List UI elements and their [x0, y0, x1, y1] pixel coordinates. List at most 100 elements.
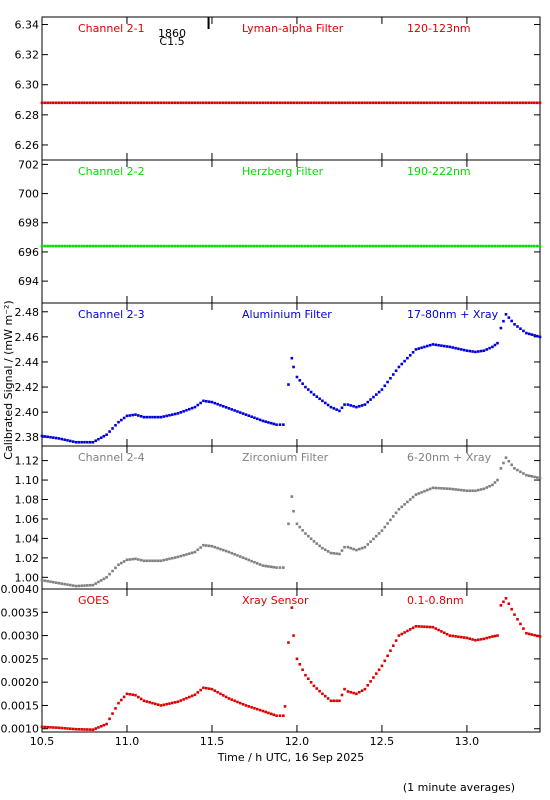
data-point	[216, 690, 219, 694]
data-point	[351, 101, 355, 105]
data-point	[450, 244, 454, 248]
data-point	[406, 356, 409, 360]
data-point	[530, 101, 533, 105]
data-point	[125, 244, 129, 248]
data-point	[46, 579, 49, 583]
data-point	[97, 101, 100, 105]
data-point	[493, 244, 497, 248]
data-point	[49, 580, 52, 584]
data-point	[527, 632, 531, 636]
data-point	[428, 101, 431, 105]
data-point	[128, 414, 132, 417]
panel-2: 694 696 698 700 702 Channel 2-2 Herzberg Filte…	[18, 158, 542, 304]
data-point	[80, 101, 83, 105]
band-label: 17-80nm + Xray	[407, 308, 499, 321]
data-point	[507, 101, 511, 105]
data-point	[363, 687, 367, 691]
data-point	[241, 702, 245, 706]
data-point	[255, 562, 259, 565]
data-point	[355, 692, 358, 696]
y-tick-label: 700	[18, 188, 39, 201]
data-point	[304, 673, 307, 677]
data-point	[397, 634, 401, 637]
data-point	[405, 244, 409, 248]
data-point	[473, 244, 477, 248]
data-point	[201, 101, 205, 105]
data-point	[417, 101, 420, 105]
data-point	[304, 385, 307, 389]
data-point	[227, 101, 231, 105]
data-point	[94, 101, 98, 105]
x-axis-title: Time / h UTC, 16 Sep 2025	[217, 751, 365, 764]
data-point	[386, 380, 389, 384]
data-point	[312, 244, 315, 248]
data-point	[530, 475, 534, 478]
data-point	[417, 347, 421, 350]
data-point	[216, 546, 219, 550]
data-point	[303, 101, 307, 105]
data-point	[117, 563, 120, 566]
data-point	[63, 101, 66, 105]
data-point	[80, 440, 83, 444]
data-point	[320, 101, 324, 105]
data-point	[275, 101, 279, 105]
data-point	[420, 625, 423, 628]
data-point	[176, 412, 180, 415]
data-point	[482, 101, 485, 105]
data-point	[535, 244, 539, 248]
data-point	[111, 427, 114, 430]
data-point	[40, 244, 44, 248]
data-point	[445, 101, 448, 105]
data-point	[159, 101, 163, 105]
panel-4: 1.00 1.02 1.04 1.06 1.08 1.10 1.12 Channel 2-4 Z…	[15, 445, 542, 590]
data-point	[187, 101, 191, 105]
data-point	[519, 327, 522, 331]
data-point	[369, 398, 372, 401]
data-point	[533, 101, 536, 105]
data-point	[139, 415, 143, 418]
data-point	[355, 405, 358, 409]
data-point	[292, 101, 296, 105]
data-point	[71, 584, 75, 587]
data-point	[538, 335, 542, 339]
data-point	[97, 726, 100, 729]
data-point	[267, 101, 270, 105]
data-point	[255, 707, 259, 711]
data-point	[145, 700, 149, 703]
data-point	[176, 555, 180, 559]
data-point	[128, 244, 132, 248]
data-point	[193, 244, 197, 248]
data-point	[468, 637, 472, 640]
data-point	[282, 714, 285, 717]
data-point	[219, 692, 222, 696]
data-point	[518, 101, 522, 105]
channel-label: Channel 2-2	[78, 165, 145, 178]
data-point	[250, 706, 253, 709]
data-point	[323, 101, 327, 105]
y-tick-label: 2.48	[15, 306, 40, 319]
data-point	[338, 552, 341, 556]
data-point	[190, 406, 194, 410]
data-point	[484, 244, 488, 248]
data-point	[210, 687, 214, 691]
data-point	[91, 440, 95, 444]
data-point	[385, 101, 389, 105]
data-point	[213, 101, 216, 105]
y-tick-label: 0.0035	[1, 606, 40, 619]
data-point	[97, 437, 100, 441]
band-label: 6-20nm + Xray	[407, 451, 492, 464]
data-point	[286, 101, 290, 105]
data-point	[131, 557, 134, 561]
data-point	[218, 244, 222, 248]
data-point	[91, 244, 95, 248]
data-point	[513, 613, 516, 616]
data-point	[247, 558, 251, 562]
data-point	[162, 558, 166, 562]
data-point	[440, 344, 443, 347]
data-point	[403, 359, 406, 363]
data-point	[230, 551, 234, 555]
data-point	[442, 244, 446, 248]
data-point	[442, 344, 446, 348]
data-point	[207, 400, 211, 403]
data-point	[117, 420, 120, 424]
